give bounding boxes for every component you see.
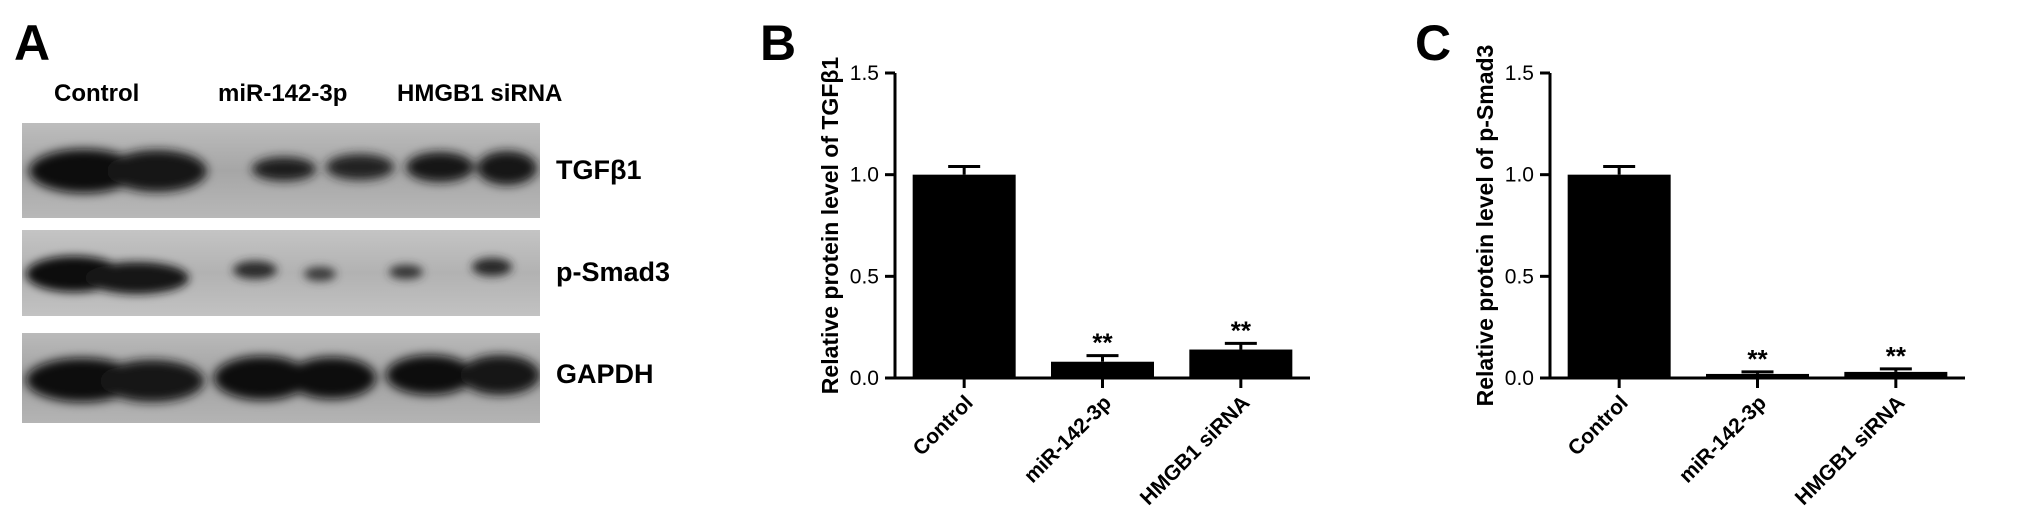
- band-psmad3-mir-1: [233, 261, 277, 279]
- chart-c-bar-0: [1567, 174, 1671, 378]
- panel-a-label: A: [14, 15, 51, 71]
- band-psmad3-mir-2: [304, 267, 336, 281]
- chart-b-category-label-1: miR-142-3p: [1020, 391, 1116, 487]
- chart-b-y-tick-label: 0.0: [850, 367, 879, 390]
- band-tgfb1-sirna-2: [477, 151, 537, 185]
- chart-b-bar-2: [1189, 349, 1293, 378]
- chart-b-y-tick-label: 1.0: [850, 164, 879, 187]
- band-psmad3-sirna-2: [472, 258, 512, 276]
- chart-c-category-label-1: miR-142-3p: [1675, 391, 1771, 487]
- band-tgfb1-sirna-1: [406, 152, 474, 182]
- chart-b-category-label-0: Control: [909, 391, 978, 460]
- chart-c-y-tick-label: 1.0: [1505, 164, 1534, 187]
- panel-c-label: C: [1415, 15, 1452, 71]
- band-psmad3-sirna-1: [389, 265, 423, 279]
- panel-b-label: B: [760, 15, 797, 71]
- blot-strip-psmad3: [22, 230, 540, 316]
- chart-b-bar-0: [912, 174, 1016, 378]
- chart-b-bar-1: [1051, 361, 1154, 378]
- chart-c-psmad3: 0.0 0.5 1.0 1.5 Relative protein level of p-…: [1472, 45, 1965, 510]
- band-tgfb1-mir-2: [326, 154, 394, 180]
- chart-b-category-label-2: HMGB1 siRNA: [1136, 391, 1255, 510]
- chart-b-y-tick-label: 0.5: [850, 265, 879, 288]
- blot-strip-gapdh: [22, 333, 540, 423]
- chart-c-y-tick-label: 0.0: [1505, 367, 1534, 390]
- band-tgfb1-control-1: [29, 149, 139, 193]
- band-psmad3-control-2: [85, 262, 189, 294]
- band-label-tgfb1: TGFβ1: [556, 155, 642, 185]
- chart-b-y-tick-label: 1.5: [850, 62, 879, 85]
- band-gapdh-sirna-1: [386, 355, 474, 395]
- chart-c-y-axis-label: Relative protein level of p-Smad3: [1472, 45, 1498, 407]
- chart-c-bar-1: [1706, 373, 1809, 378]
- blot-column-label-control: Control: [54, 80, 140, 107]
- blot-column-label-sirna: HMGB1 siRNA: [397, 80, 563, 107]
- chart-b-y-axis-label: Relative protein level of TGFβ1: [817, 57, 843, 395]
- chart-c-significance-2: **: [1886, 341, 1907, 371]
- band-gapdh-control-2: [100, 360, 204, 402]
- band-gapdh-mir-2: [288, 357, 376, 399]
- chart-c-category-label-0: Control: [1564, 391, 1633, 460]
- band-gapdh-sirna-2: [460, 355, 540, 395]
- blot-column-label-mir: miR-142-3p: [218, 80, 348, 107]
- band-label-gapdh: GAPDH: [556, 359, 654, 389]
- band-label-psmad3: p-Smad3: [556, 257, 671, 287]
- band-gapdh-mir-1: [214, 356, 310, 400]
- band-tgfb1-mir-1: [252, 157, 316, 181]
- blot-strip-tgfb1: [22, 123, 540, 218]
- chart-c-y-tick-label: 1.5: [1505, 62, 1534, 85]
- chart-b-significance-1: **: [1092, 328, 1113, 358]
- chart-c-significance-1: **: [1747, 344, 1768, 374]
- chart-c-category-label-2: HMGB1 siRNA: [1791, 391, 1910, 510]
- band-tgfb1-control-2: [107, 150, 207, 192]
- chart-c-y-tick-label: 0.5: [1505, 265, 1534, 288]
- chart-b-significance-2: **: [1231, 315, 1252, 345]
- chart-b-tgfb1: 0.0 0.5 1.0 1.5 Relative protein level of TG…: [817, 57, 1310, 510]
- chart-c-bar-2: [1844, 371, 1948, 378]
